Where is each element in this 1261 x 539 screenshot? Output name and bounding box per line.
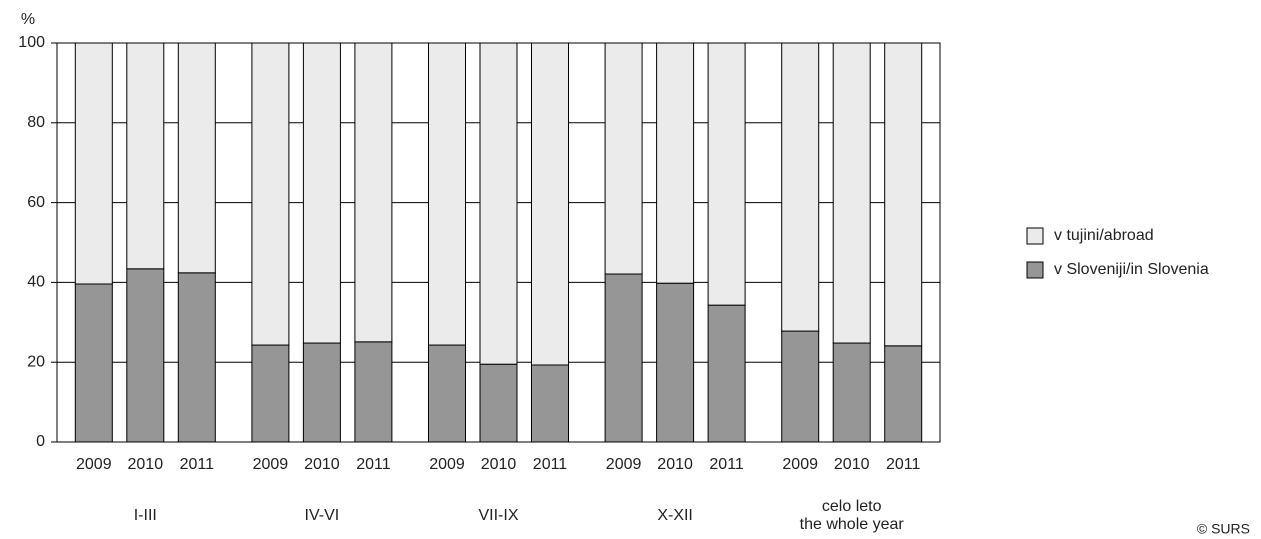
y-tick-label: 20 — [27, 353, 45, 370]
bar-segment — [531, 42, 569, 366]
x-tick-label: 2011 — [356, 456, 391, 473]
y-tick-label: 100 — [18, 34, 45, 51]
group-label: the whole year — [800, 516, 905, 533]
x-tick-label: 2010 — [128, 456, 164, 473]
bar-segment — [604, 42, 643, 275]
group-label: IV-VI — [305, 507, 340, 524]
bar-segment — [177, 272, 216, 443]
legend-swatch — [1026, 261, 1044, 279]
x-tick-label: 2011 — [533, 456, 568, 473]
x-tick-label: 2010 — [481, 456, 517, 473]
x-tick-label: 2009 — [429, 456, 465, 473]
bar-segment — [832, 42, 871, 344]
x-tick-label: 2011 — [180, 456, 215, 473]
y-tick-label: 40 — [27, 274, 45, 291]
y-tick-label: 0 — [36, 433, 45, 450]
bar-segment — [531, 364, 569, 443]
bar-segment — [251, 344, 290, 443]
bar-segment — [781, 330, 820, 443]
bar-segment — [302, 342, 341, 443]
x-tick-label: 2010 — [304, 456, 340, 473]
bar-segment — [354, 341, 393, 443]
bar-segment — [832, 342, 871, 443]
group-label: I-III — [134, 507, 157, 524]
bar-segment — [354, 42, 393, 343]
group-label: celo leto — [822, 498, 882, 515]
y-tick-label: 80 — [27, 114, 45, 131]
plot-frame — [56, 42, 941, 443]
bar-segment — [126, 268, 165, 443]
bar-segment — [656, 282, 695, 443]
x-tick-label: 2009 — [76, 456, 112, 473]
x-tick-label: 2011 — [886, 456, 921, 473]
legend-swatch — [1026, 227, 1044, 245]
bar-segment — [884, 345, 923, 443]
source: © SURS — [1197, 521, 1250, 537]
x-tick-label: 2009 — [782, 456, 818, 473]
bar-segment — [781, 42, 820, 332]
x-tick-label: 2010 — [834, 456, 870, 473]
legend-label: v tujini/abroad — [1054, 227, 1154, 244]
bar-segment — [884, 42, 923, 347]
group-label: VII-IX — [478, 507, 518, 524]
x-tick-label: 2010 — [657, 456, 693, 473]
bar-segment — [251, 42, 290, 346]
bar-segment — [479, 42, 518, 365]
bar-segment — [428, 344, 466, 443]
x-tick-label: 2009 — [606, 456, 642, 473]
y-axis-label: % — [21, 11, 35, 28]
bar-segment — [177, 42, 216, 274]
bar-segment — [656, 42, 695, 284]
bar-segment — [428, 42, 466, 346]
bar-segment — [126, 42, 165, 270]
bar-segment — [74, 42, 113, 285]
bar-segment — [74, 283, 113, 443]
y-tick-label: 60 — [27, 194, 45, 211]
x-tick-label: 2009 — [253, 456, 289, 473]
legend-label: v Sloveniji/in Slovenia — [1054, 261, 1209, 278]
x-tick-label: 2011 — [709, 456, 744, 473]
group-label: X-XII — [657, 507, 693, 524]
bar-segment — [707, 42, 746, 306]
bar-segment — [302, 42, 341, 344]
bar-segment — [604, 273, 643, 443]
bar-segment — [479, 363, 518, 443]
bar-segment — [707, 304, 746, 443]
